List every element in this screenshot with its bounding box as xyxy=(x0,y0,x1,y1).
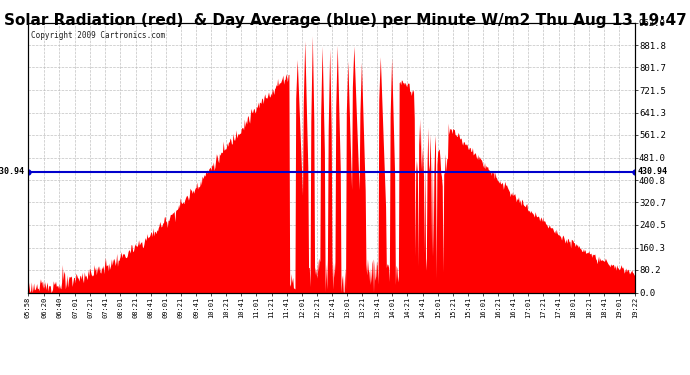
Text: Solar Radiation (red)  & Day Average (blue) per Minute W/m2 Thu Aug 13 19:47: Solar Radiation (red) & Day Average (blu… xyxy=(3,13,687,28)
Text: Copyright 2009 Cartronics.com: Copyright 2009 Cartronics.com xyxy=(30,31,165,40)
Text: 430.94: 430.94 xyxy=(0,167,25,176)
Text: 430.94: 430.94 xyxy=(638,167,668,176)
